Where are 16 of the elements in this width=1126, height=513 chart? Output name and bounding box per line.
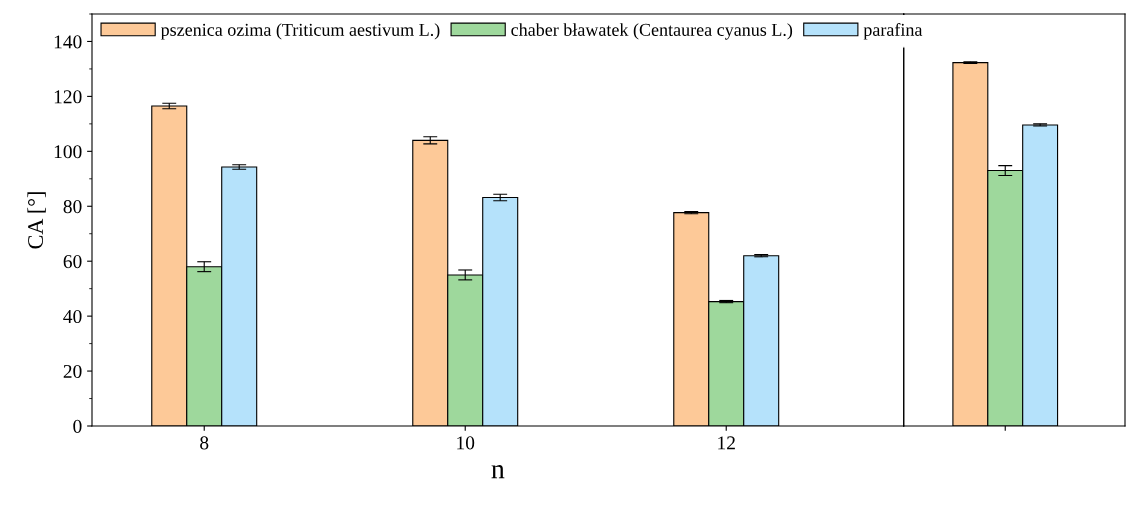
y-tick-label: 120	[54, 90, 82, 104]
y-tick-label: 80	[63, 200, 82, 214]
y-tick-label: 60	[63, 255, 82, 269]
legend-label: pszenica ozima (Triticum aestivum L.)	[160, 23, 440, 40]
y-tick-label: 140	[54, 35, 82, 49]
x-axis-title: n	[491, 465, 505, 479]
x-tick-label: 8	[200, 436, 209, 450]
legend-label: chaber bławatek (Centaurea cyanus L.)	[511, 23, 793, 40]
y-axis-title: CA [°]	[27, 192, 46, 249]
x-tick-label: 10	[457, 436, 475, 450]
y-tick-label: 100	[54, 145, 82, 159]
x-tick-label: 12	[718, 436, 735, 450]
y-tick-label: 0	[73, 419, 82, 433]
legend-label: parafina	[863, 23, 923, 40]
y-tick-label: 20	[63, 364, 82, 378]
y-tick-label: 40	[63, 309, 82, 324]
